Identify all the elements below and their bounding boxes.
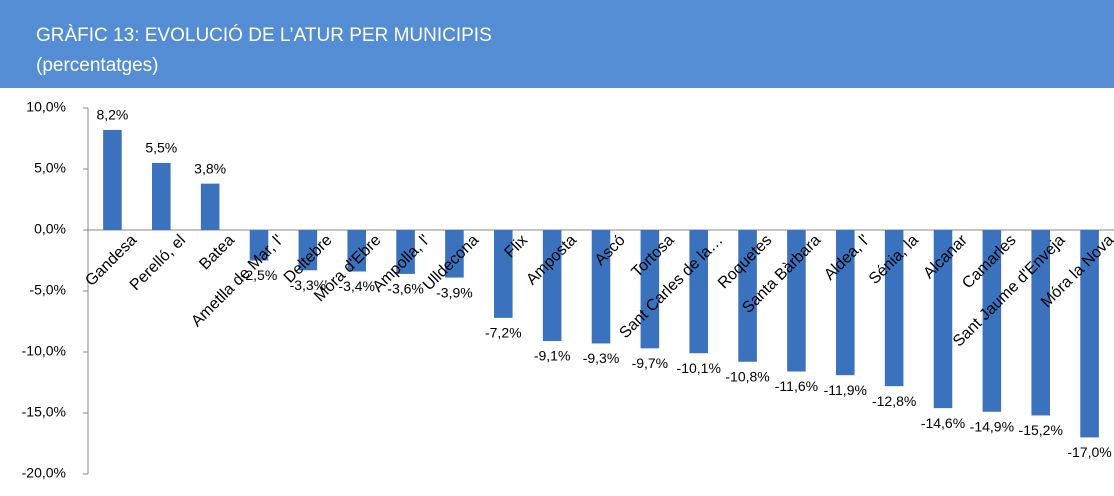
bar: [933, 230, 953, 409]
y-tick-label: -10,0%: [22, 343, 66, 359]
bar: [640, 230, 660, 349]
bar: [1080, 230, 1099, 438]
value-label: -17,0%: [1067, 444, 1111, 460]
bar: [982, 230, 1002, 412]
value-label: -7,2%: [485, 325, 522, 341]
bar: [249, 230, 269, 261]
y-tick-label: 0,0%: [34, 221, 66, 237]
value-label: -14,9%: [970, 418, 1014, 434]
value-label: -3,4%: [338, 278, 375, 294]
value-label: -9,3%: [583, 350, 620, 366]
value-label: -9,7%: [632, 355, 669, 371]
value-label: 3,8%: [194, 160, 226, 176]
value-label: -9,1%: [534, 348, 571, 364]
bar: [396, 230, 415, 274]
chart-subtitle: (percentatges): [36, 55, 159, 76]
y-tick-label: -5,0%: [29, 282, 66, 298]
value-label: -11,6%: [775, 378, 818, 394]
value-label: -2,5%: [241, 267, 278, 283]
bar: [542, 230, 562, 342]
x-tick-label: Batea: [196, 232, 238, 274]
value-label: -3,6%: [387, 281, 424, 297]
y-tick-label: -20,0%: [22, 465, 66, 481]
bar: [1031, 230, 1050, 416]
bar: [591, 230, 611, 344]
bar: [347, 230, 366, 272]
bar: [884, 230, 904, 387]
value-label: -10,1%: [677, 360, 721, 376]
header-band: [0, 0, 1114, 88]
value-label: -3,3%: [290, 277, 327, 293]
bar: [836, 230, 855, 376]
bar: [445, 230, 464, 278]
y-tick-label: -15,0%: [22, 404, 66, 420]
bar: [787, 230, 806, 372]
value-label: -15,2%: [1019, 422, 1063, 438]
bar: [103, 129, 122, 230]
bar: [494, 230, 513, 318]
bar: [200, 183, 220, 230]
y-tick-label: 10,0%: [26, 99, 66, 115]
bar: [738, 230, 757, 362]
value-label: -12,8%: [872, 393, 916, 409]
bar: [152, 162, 171, 230]
bar: [689, 230, 708, 354]
value-label: 8,2%: [96, 107, 128, 123]
value-label: -10,8%: [725, 368, 769, 384]
value-label: 5,5%: [145, 140, 177, 156]
value-label: -3,9%: [436, 284, 473, 300]
value-label: -11,9%: [824, 382, 867, 398]
value-label: -14,6%: [921, 415, 965, 431]
y-tick-label: 5,0%: [34, 160, 66, 176]
bar: [298, 230, 318, 271]
chart-title: GRÀFIC 13: EVOLUCIÓ DE L’ATUR PER MUNICI…: [36, 24, 492, 46]
